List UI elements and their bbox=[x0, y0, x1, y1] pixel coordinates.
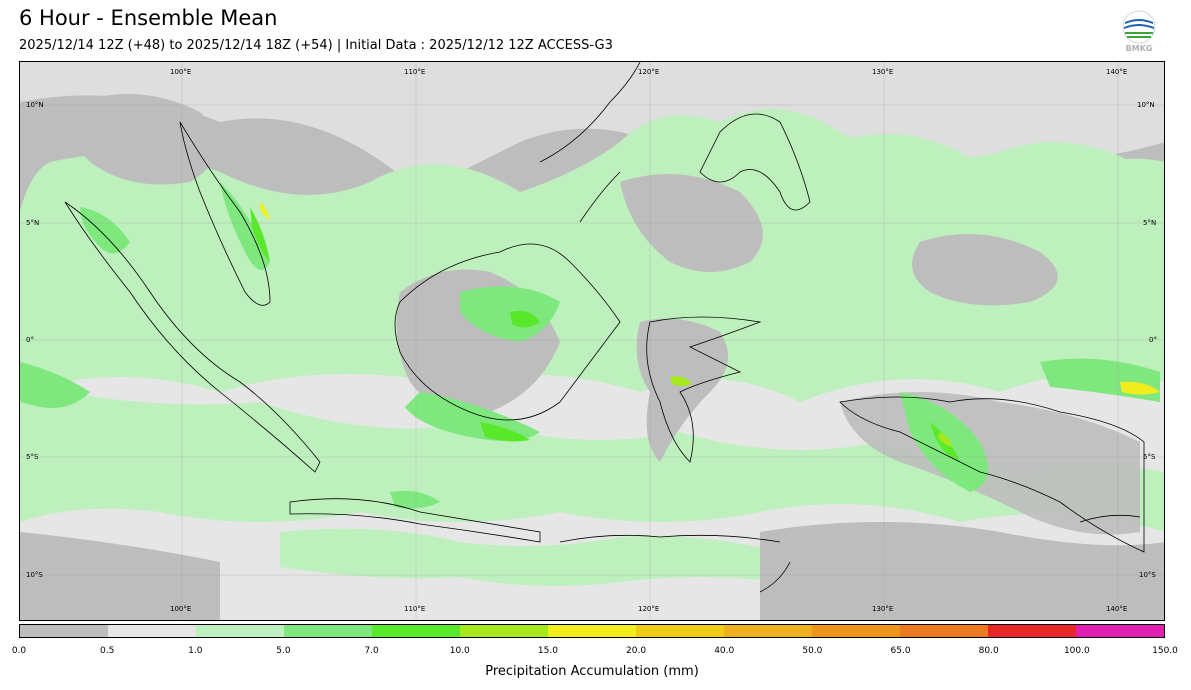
lat-label-right: 5°S bbox=[1143, 453, 1156, 461]
colorbar-segment bbox=[1076, 625, 1164, 637]
lat-label-right: 10°S bbox=[1139, 571, 1156, 579]
lat-label-left: 5°N bbox=[26, 219, 40, 227]
lat-label-left: 0° bbox=[26, 336, 34, 344]
page-title: 6 Hour - Ensemble Mean bbox=[19, 6, 278, 30]
colorbar-segment bbox=[20, 625, 108, 637]
lon-label-bottom: 130°E bbox=[872, 605, 894, 613]
colorbar-tick-label: 50.0 bbox=[802, 646, 823, 656]
page-subtitle: 2025/12/14 12Z (+48) to 2025/12/14 18Z (… bbox=[19, 38, 613, 53]
lat-label-left: 10°N bbox=[26, 101, 44, 109]
colorbar-segment bbox=[636, 625, 724, 637]
colorbar-segment bbox=[196, 625, 284, 637]
colorbar-tick-label: 0.0 bbox=[11, 646, 27, 656]
colorbar-segment bbox=[460, 625, 548, 637]
colorbar-segment bbox=[108, 625, 196, 637]
colorbar-segment bbox=[988, 625, 1076, 637]
colorbar bbox=[19, 624, 1165, 638]
graticule bbox=[20, 62, 1164, 620]
lat-label-left: 10°S bbox=[26, 571, 43, 579]
lat-label-right: 0° bbox=[1149, 336, 1157, 344]
colorbar-tick-label: 100.0 bbox=[1063, 646, 1090, 656]
colorbar-segment bbox=[284, 625, 372, 637]
colorbar-tick-label: 150.0 bbox=[1152, 646, 1178, 656]
lon-label-bottom: 140°E bbox=[1106, 605, 1128, 613]
colorbar-tick-label: 1.0 bbox=[188, 646, 203, 656]
coastlines bbox=[64, 62, 1145, 593]
precipitation-map: 100°E 110°E 120°E 130°E 140°E 100°E 110°… bbox=[19, 61, 1165, 621]
lon-label-bottom: 110°E bbox=[404, 605, 426, 613]
colorbar-segment bbox=[900, 625, 988, 637]
logo-text: BMKG bbox=[1125, 44, 1153, 53]
colorbar-tick-label: 80.0 bbox=[978, 646, 999, 656]
colorbar-tick-label: 20.0 bbox=[626, 646, 647, 656]
lat-label-right: 5°N bbox=[1143, 219, 1157, 227]
colorbar-tick-label: 0.5 bbox=[99, 646, 115, 656]
lon-label-bottom: 100°E bbox=[170, 605, 192, 613]
lon-label-top: 140°E bbox=[1106, 68, 1128, 76]
colorbar-tick-label: 40.0 bbox=[714, 646, 735, 656]
colorbar-segment bbox=[548, 625, 636, 637]
lon-label-bottom: 120°E bbox=[638, 605, 660, 613]
colorbar-tick-label: 15.0 bbox=[537, 646, 558, 656]
colorbar-segment bbox=[372, 625, 460, 637]
lat-label-left: 5°S bbox=[26, 453, 39, 461]
lon-label-top: 130°E bbox=[872, 68, 894, 76]
lat-label-right: 10°N bbox=[1137, 101, 1155, 109]
colorbar-tick-label: 10.0 bbox=[449, 646, 470, 656]
colorbar-tick-label: 5.0 bbox=[276, 646, 291, 656]
colorbar-segment bbox=[812, 625, 900, 637]
lon-label-top: 110°E bbox=[404, 68, 426, 76]
bmkg-logo-icon: BMKG bbox=[1121, 10, 1157, 56]
lon-label-top: 120°E bbox=[638, 68, 660, 76]
colorbar-title: Precipitation Accumulation (mm) bbox=[485, 664, 699, 679]
map-canvas bbox=[20, 62, 1164, 620]
colorbar-tick-label: 7.0 bbox=[364, 646, 379, 656]
colorbar-segment bbox=[724, 625, 812, 637]
colorbar-tick-label: 65.0 bbox=[890, 646, 911, 656]
lon-label-top: 100°E bbox=[170, 68, 192, 76]
